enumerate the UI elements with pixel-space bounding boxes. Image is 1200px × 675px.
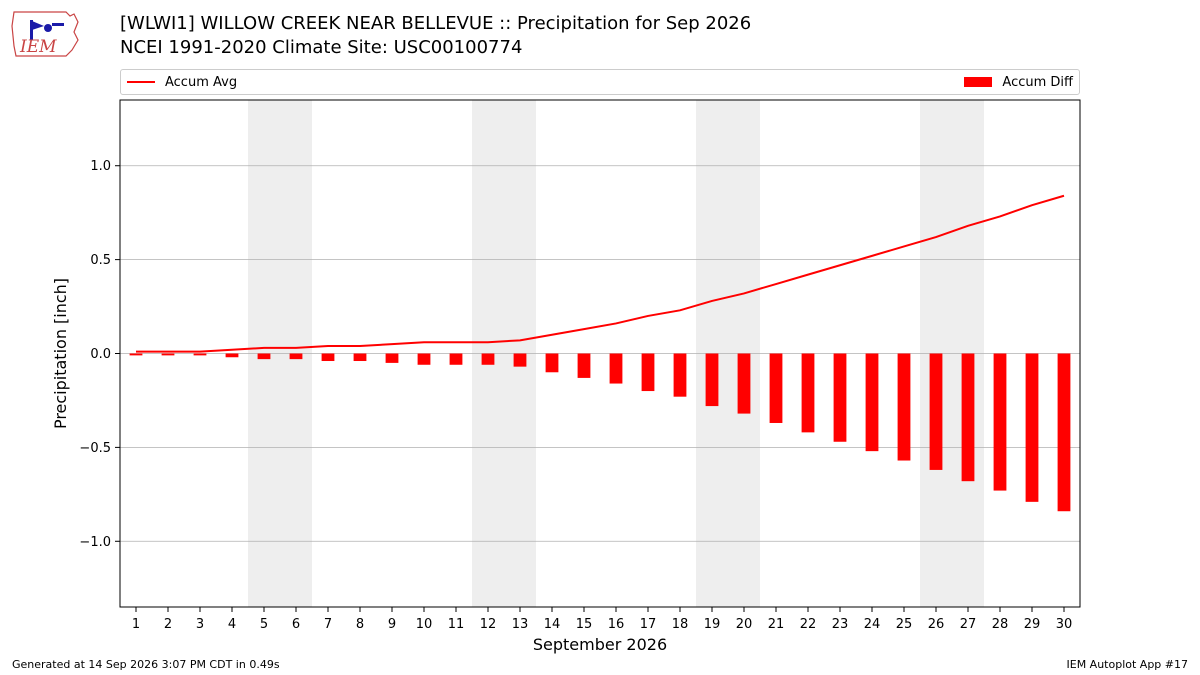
x-tick-label: 11 [448,617,465,632]
chart-legend: Accum Avg Accum Diff [120,69,1080,95]
y-tick-label: 0.5 [90,253,111,268]
x-tick-label: 19 [704,617,721,632]
x-tick-label: 21 [768,617,785,632]
accum-diff-bar [193,353,207,356]
accum-diff-bar [385,353,399,363]
accum-diff-bar [641,353,655,392]
accum-diff-bar [609,353,623,384]
y-tick-label: −1.0 [79,535,111,550]
x-tick-label: 1 [132,617,140,632]
accum-diff-bar [929,353,943,470]
y-tick-label: −0.5 [79,441,111,456]
iowa-map-icon: IEM [11,11,79,57]
x-tick-label: 24 [864,617,881,632]
chart-title: [WLWI1] WILLOW CREEK NEAR BELLEVUE :: Pr… [120,13,752,34]
x-tick-label: 12 [480,617,497,632]
legend-line-swatch [127,81,155,83]
accum-diff-bar [481,353,495,365]
accum-diff-bar [545,353,559,373]
x-tick-label: 27 [960,617,977,632]
accum-diff-bar [513,353,527,367]
x-tick-label: 13 [512,617,529,632]
legend-bar-swatch [964,77,993,87]
x-tick-label: 16 [608,617,625,632]
accum-diff-bar [353,353,367,362]
accum-diff-bar [1057,353,1071,512]
x-tick-label: 8 [356,617,364,632]
accum-diff-bar [1025,353,1039,502]
legend-item-accum-diff: Accum Diff [964,70,1073,94]
y-tick-label: 0.0 [90,347,111,362]
y-axis-label: Precipitation [inch] [51,278,70,429]
x-tick-label: 23 [832,617,849,632]
x-tick-label: 29 [1024,617,1041,632]
app-credit: IEM Autoplot App #17 [1066,658,1189,671]
x-tick-label: 26 [928,617,945,632]
x-tick-label: 5 [260,617,268,632]
generated-timestamp: Generated at 14 Sep 2026 3:07 PM CDT in … [12,658,280,671]
accum-diff-bar [833,353,847,442]
accum-diff-bar [705,353,719,407]
accum-diff-bar [257,353,271,360]
x-tick-label: 6 [292,617,300,632]
legend-item-accum-avg: Accum Avg [127,70,237,94]
x-tick-label: 14 [544,617,561,632]
accum-diff-bar [417,353,431,365]
accum-diff-bar [577,353,591,378]
accum-diff-bar [737,353,751,414]
accum-diff-bar [449,353,463,365]
x-tick-label: 18 [672,617,689,632]
accum-diff-bar [129,353,143,356]
chart-subtitle: NCEI 1991-2020 Climate Site: USC00100774 [120,37,523,58]
x-tick-label: 20 [736,617,753,632]
x-tick-label: 3 [196,617,204,632]
x-tick-label: 4 [228,617,236,632]
logo-text: IEM [19,37,57,57]
x-tick-label: 15 [576,617,593,632]
iem-logo: IEM [8,6,82,60]
legend-label-accum-diff: Accum Diff [1002,74,1073,90]
accum-diff-bar [801,353,815,433]
x-tick-label: 22 [800,617,817,632]
y-tick-label: 1.0 [90,159,111,174]
x-tick-label: 7 [324,617,332,632]
accum-diff-bar [161,353,175,356]
accum-diff-bar [993,353,1007,491]
accum-diff-bar [769,353,783,423]
accum-diff-bar [289,353,303,360]
x-tick-label: 9 [388,617,396,632]
x-tick-label: 30 [1056,617,1073,632]
x-axis-label: September 2026 [533,635,667,654]
accum-diff-bar [673,353,687,397]
accum-diff-bar [321,353,335,362]
x-tick-label: 25 [896,617,913,632]
accum-diff-bar [225,353,239,358]
x-tick-label: 28 [992,617,1009,632]
accum-diff-bar [961,353,975,482]
x-tick-label: 2 [164,617,172,632]
accum-diff-bar [865,353,879,452]
accum-diff-bar [897,353,911,461]
accum-avg-line [136,194,1065,353]
x-tick-label: 17 [640,617,657,632]
x-tick-label: 10 [416,617,433,632]
legend-label-accum-avg: Accum Avg [165,74,238,90]
